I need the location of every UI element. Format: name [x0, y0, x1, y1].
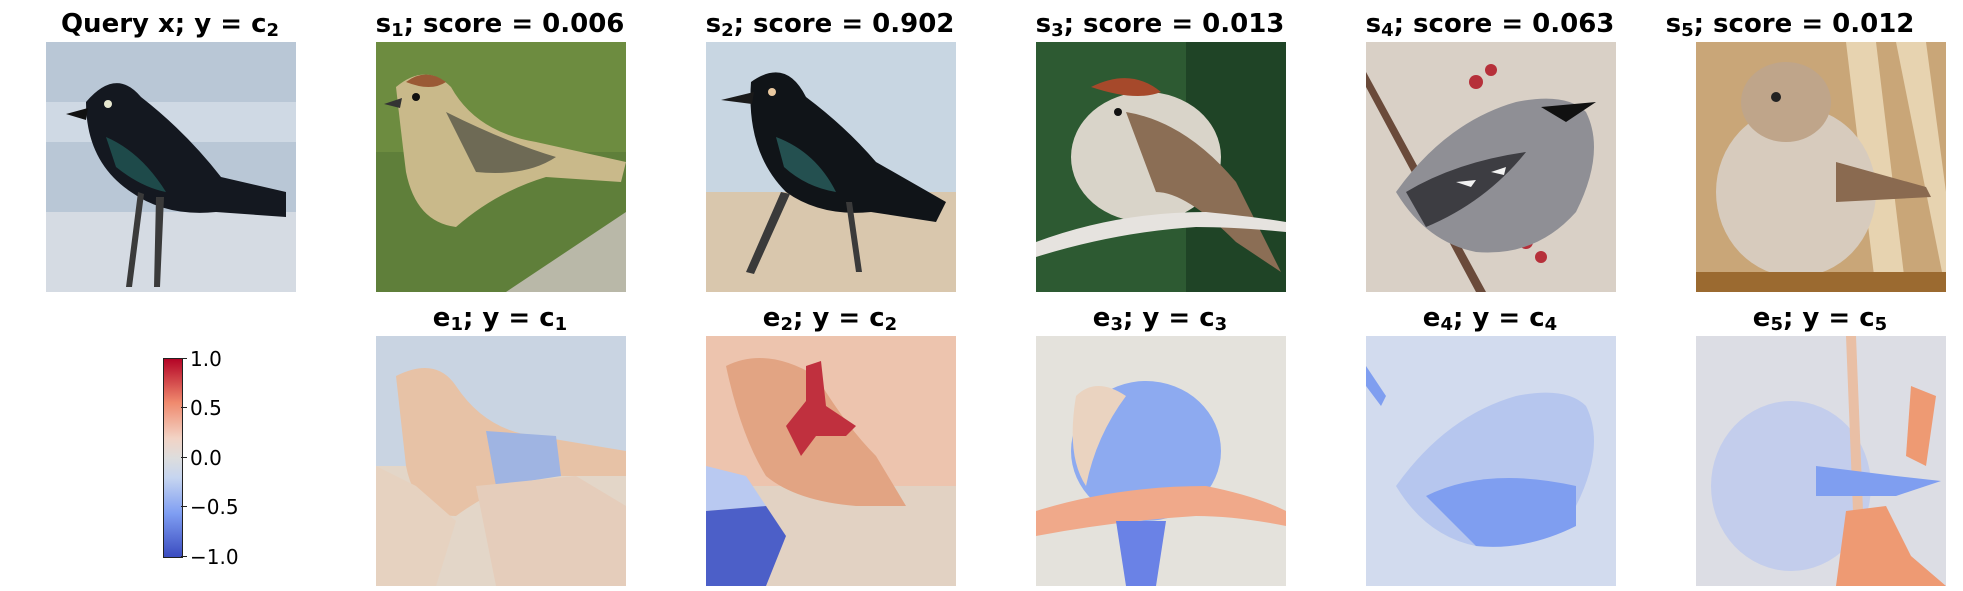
colorbar-label-zero: 0.0: [190, 446, 222, 470]
heatmap-overlay: [376, 336, 626, 586]
sample-score: ; score = 0.013: [1063, 9, 1285, 39]
sample-title-2: s2; score = 0.902: [665, 6, 995, 42]
sample-score: ; score = 0.012: [1693, 9, 1915, 39]
explanation-class-sub: 3: [1214, 314, 1228, 335]
explanation-mid: ; y = c: [1122, 303, 1215, 333]
query-title-sub: 2: [266, 20, 280, 41]
sample-title-sub: 4: [1381, 20, 1394, 41]
sample-title-4: s4; score = 0.063: [1325, 6, 1655, 42]
colorbar: [163, 358, 183, 558]
colorbar-label-max: 1.0: [190, 347, 222, 371]
sample-title-s: s: [1035, 9, 1052, 39]
sample-title-5: s5; score = 0.012: [1625, 6, 1955, 42]
sample-title-s: s: [705, 9, 722, 39]
explanation-title-5: e5; y = c5: [1655, 300, 1963, 336]
explanation-mid: ; y = c: [462, 303, 555, 333]
colorbar-tick: [181, 506, 187, 507]
colorbar-label-half: 0.5: [190, 396, 222, 420]
sample-title-sub: 1: [391, 20, 404, 41]
colorbar-label-min: −1.0: [190, 545, 239, 569]
colorbar-tick: [181, 457, 187, 458]
sample-image-4: [1366, 42, 1616, 292]
query-title-text: Query x; y = c: [60, 9, 267, 39]
explanation-sub: 5: [1770, 314, 1783, 335]
explanation-e: e: [1752, 303, 1771, 333]
waxwing-bird-image: [1366, 42, 1616, 292]
colorbar-label-neg-half: −0.5: [190, 495, 239, 519]
explanation-heatmap-4: [1366, 336, 1616, 586]
heatmap-overlay: [1696, 336, 1946, 586]
heatmap-overlay: [706, 336, 956, 586]
explanation-sub: 2: [780, 314, 793, 335]
explanation-mid: ; y = c: [1452, 303, 1545, 333]
warbler-bird-image: [376, 42, 626, 292]
explanation-class-sub: 2: [884, 314, 898, 335]
query-image: [46, 42, 296, 292]
grackle-bird-image: [46, 42, 296, 292]
explanation-sub: 4: [1440, 314, 1453, 335]
sample-image-1: [376, 42, 626, 292]
sparrow-sample-image: [1696, 42, 1946, 292]
sample-title-sub: 2: [721, 20, 734, 41]
explanation-sub: 3: [1110, 314, 1123, 335]
colorbar-tick: [181, 358, 187, 359]
colorbar-tick: [181, 407, 187, 408]
explanation-class-sub: 5: [1874, 314, 1888, 335]
sample-title-sub: 5: [1681, 20, 1694, 41]
explanation-heatmap-2: [706, 336, 956, 586]
sample-score: ; score = 0.006: [403, 9, 625, 39]
sample-image-3: [1036, 42, 1286, 292]
explanation-heatmap-3: [1036, 336, 1286, 586]
sample-image-2: [706, 42, 956, 292]
explanation-e: e: [1092, 303, 1111, 333]
sample-title-3: s3; score = 0.013: [995, 6, 1325, 42]
explanation-heatmap-5: [1696, 336, 1946, 586]
grackle-sample-image: [706, 42, 956, 292]
explanation-e: e: [1422, 303, 1441, 333]
explanation-e: e: [432, 303, 451, 333]
explanation-title-2: e2; y = c2: [665, 300, 995, 336]
explanation-class-sub: 1: [554, 314, 568, 335]
sample-title-s: s: [375, 9, 392, 39]
explanation-title-3: e3; y = c3: [995, 300, 1325, 336]
query-title: Query x; y = c2: [5, 6, 335, 42]
explanation-e: e: [762, 303, 781, 333]
explanation-mid: ; y = c: [792, 303, 885, 333]
heatmap-overlay: [1036, 336, 1286, 586]
sample-title-1: s1; score = 0.006: [335, 6, 665, 42]
explanation-mid: ; y = c: [1782, 303, 1875, 333]
sample-image-5: [1696, 42, 1946, 292]
colorbar-tick: [181, 556, 187, 557]
sample-title-s: s: [1365, 9, 1382, 39]
sample-score: ; score = 0.063: [1393, 9, 1615, 39]
explanation-class-sub: 4: [1544, 314, 1558, 335]
sample-title-sub: 3: [1051, 20, 1064, 41]
explanation-title-1: e1; y = c1: [335, 300, 665, 336]
explanation-sub: 1: [450, 314, 463, 335]
sparrow-bird-image: [1036, 42, 1286, 292]
explanation-heatmap-1: [376, 336, 626, 586]
explanation-title-4: e4; y = c4: [1325, 300, 1655, 336]
sample-score: ; score = 0.902: [733, 9, 955, 39]
heatmap-overlay: [1366, 336, 1616, 586]
sample-title-s: s: [1665, 9, 1682, 39]
